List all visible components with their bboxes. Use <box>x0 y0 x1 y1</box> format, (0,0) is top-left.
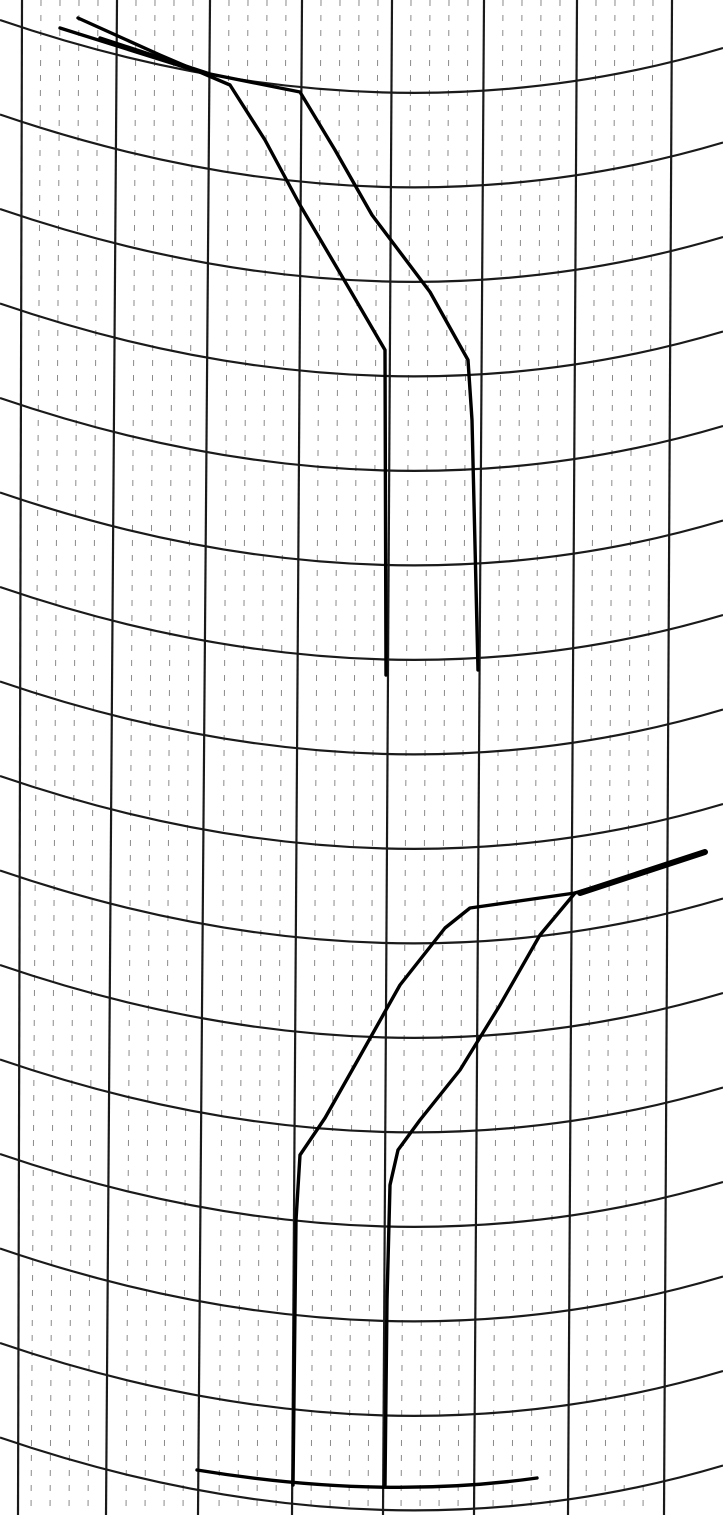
minor-grid-line <box>492 0 504 1515</box>
minor-grid-line <box>87 0 99 1515</box>
minor-grid-line <box>530 0 542 1515</box>
grid-line <box>0 774 723 850</box>
minor-grid-line <box>329 0 341 1515</box>
minor-grid-line <box>30 0 42 1515</box>
grid-line <box>0 1247 723 1323</box>
minor-grid-line <box>348 0 360 1515</box>
minor-grid-line <box>163 0 175 1515</box>
minor-grid <box>30 0 654 1515</box>
grid-line <box>0 869 723 945</box>
minor-grid-line <box>549 0 561 1515</box>
minor-grid-line <box>49 0 61 1515</box>
grid-line <box>0 1152 723 1228</box>
minor-grid-line <box>182 0 194 1515</box>
minor-grid-line <box>275 0 287 1515</box>
minor-grid-line <box>457 0 469 1515</box>
traces <box>58 16 708 1490</box>
minor-grid-line <box>511 0 523 1515</box>
minor-grid-line <box>623 0 635 1515</box>
minor-grid-line <box>604 0 616 1515</box>
trace <box>98 36 212 76</box>
grid-line <box>381 0 394 1515</box>
minor-grid-line <box>256 0 268 1515</box>
grid-line <box>16 0 24 1515</box>
minor-grid-line <box>237 0 249 1515</box>
grid-line <box>0 680 723 756</box>
grid-line <box>0 302 723 378</box>
minor-grid-line <box>218 0 230 1515</box>
grid-line <box>0 491 723 567</box>
grid-line <box>566 0 579 1515</box>
grid-line <box>0 1341 723 1417</box>
grid-line <box>0 1436 723 1512</box>
trace <box>383 891 577 1487</box>
minor-grid-line <box>367 0 379 1515</box>
minor-grid-line <box>585 0 597 1515</box>
minor-grid-line <box>642 0 654 1515</box>
minor-grid-line <box>438 0 450 1515</box>
grid-line <box>290 0 304 1515</box>
grid-line <box>0 113 723 189</box>
grid-line <box>662 0 674 1515</box>
minor-grid-line <box>144 0 156 1515</box>
minor-grid-line <box>125 0 137 1515</box>
grid-line <box>104 0 119 1515</box>
grid-line <box>472 0 486 1515</box>
grid-line <box>0 18 723 94</box>
minor-grid-line <box>68 0 80 1515</box>
trace <box>58 26 480 672</box>
grid-line <box>0 585 723 661</box>
trace <box>577 849 708 896</box>
grid-line <box>196 0 212 1515</box>
minor-grid-line <box>400 0 412 1515</box>
trace <box>195 1468 539 1490</box>
minor-grid-line <box>310 0 322 1515</box>
grid-line <box>0 207 723 283</box>
minor-grid-line <box>419 0 431 1515</box>
grid-line <box>0 1058 723 1134</box>
time-grid <box>16 0 674 1515</box>
amplitude-grid <box>0 18 723 1512</box>
grid-line <box>0 396 723 472</box>
